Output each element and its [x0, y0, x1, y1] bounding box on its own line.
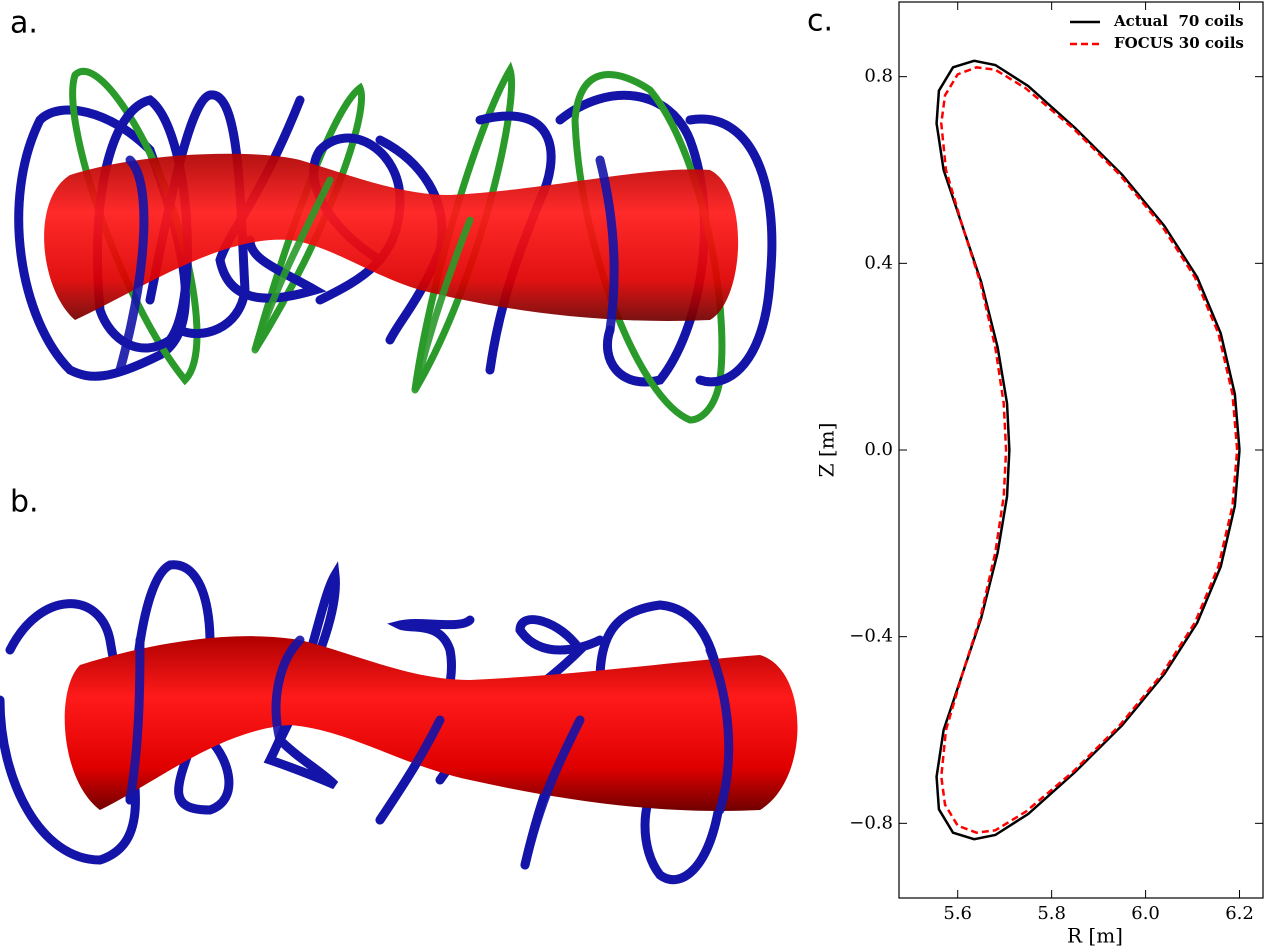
y-tick-label: 0.0: [864, 439, 893, 460]
chart: R [m] Z [m] 5.6 5.8 6.0 6.2 −0.8 −0.4 0.0 0.4 0.…: [815, 1, 1264, 947]
panel-label: c.: [807, 4, 833, 39]
render-b: [0, 560, 798, 885]
x-axis-label: R [m]: [1067, 924, 1123, 947]
x-tick-label: 6.0: [1131, 903, 1160, 924]
panel-label: b.: [10, 485, 39, 520]
data-line: [935, 59, 1241, 841]
y-tick-label: 0.4: [864, 252, 893, 273]
y-tick-label: −0.4: [849, 626, 893, 647]
y-tick-label: 0.8: [864, 66, 893, 87]
y-axis-label: Z [m]: [815, 423, 839, 478]
x-tick-label: 5.6: [943, 903, 972, 924]
panel-label: a.: [10, 6, 38, 41]
legend-label: Actual 70 coils: [1113, 12, 1244, 30]
data-line: [940, 66, 1239, 834]
legend-label: FOCUS 30 coils: [1114, 34, 1244, 52]
y-tick-label: −0.8: [849, 812, 893, 833]
x-tick-label: 5.8: [1037, 903, 1066, 924]
x-tick-label: 6.2: [1225, 903, 1254, 924]
render-a: [14, 61, 777, 424]
